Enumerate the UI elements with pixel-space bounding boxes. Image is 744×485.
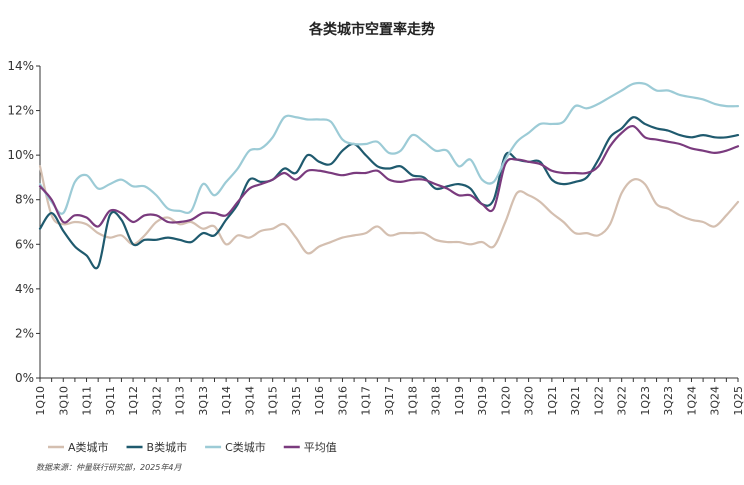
x-tick-label: 3Q11 bbox=[104, 386, 117, 416]
x-tick-label: 3Q13 bbox=[197, 386, 210, 416]
x-tick-label: 3Q19 bbox=[476, 386, 489, 416]
y-tick-label: 10% bbox=[7, 148, 34, 162]
x-tick-label: 3Q23 bbox=[662, 386, 675, 416]
axes: 0% 2% 4% 6% 8% 10% 12% 14% 1Q10 3Q10 1Q11 3Q11 1Q12 3… bbox=[7, 59, 744, 416]
x-tick-label: 1Q24 bbox=[685, 386, 698, 416]
x-tick-label: 1Q10 bbox=[34, 386, 47, 416]
legend-label-1: A类城市 bbox=[68, 440, 109, 454]
series-line-2 bbox=[38, 116, 740, 270]
x-tick-label: 1Q21 bbox=[546, 386, 559, 416]
x-tick-label: 3Q18 bbox=[430, 386, 443, 416]
x-tick-label: 1Q16 bbox=[313, 386, 326, 416]
series-line-4 bbox=[38, 125, 740, 228]
x-tick-label: 3Q12 bbox=[150, 386, 163, 416]
legend-label-2: B类城市 bbox=[147, 440, 188, 454]
x-tick-label: 1Q19 bbox=[453, 386, 466, 416]
legend-label-3: C类城市 bbox=[225, 440, 266, 454]
y-tick-label: 0% bbox=[15, 371, 34, 385]
legend-label-4: 平均值 bbox=[304, 441, 337, 454]
x-tick-label: 1Q18 bbox=[406, 386, 419, 416]
series-layer bbox=[38, 81, 740, 270]
y-tick-label: 12% bbox=[7, 104, 34, 118]
chart-title: 各类城市空置率走势 bbox=[308, 21, 435, 38]
y-tick-label: 14% bbox=[7, 59, 34, 73]
x-tick-label: 3Q14 bbox=[243, 386, 256, 416]
y-tick-label: 4% bbox=[15, 282, 34, 296]
x-tick-label: 3Q20 bbox=[523, 386, 536, 416]
x-tick-label: 1Q20 bbox=[499, 386, 512, 416]
x-tick-label: 1Q11 bbox=[81, 386, 94, 416]
x-tick-label: 1Q12 bbox=[127, 386, 140, 416]
x-tick-label: 1Q23 bbox=[639, 386, 652, 416]
x-tick-label: 3Q10 bbox=[57, 386, 70, 416]
x-tick-label: 1Q14 bbox=[220, 386, 233, 416]
x-tick-label: 1Q13 bbox=[174, 386, 187, 416]
legend: A类城市 B类城市 C类城市 平均值 bbox=[48, 440, 337, 454]
y-tick-label: 2% bbox=[15, 326, 34, 340]
x-tick-label: 3Q24 bbox=[709, 386, 722, 416]
series-line-3 bbox=[38, 81, 740, 215]
x-tick-label: 3Q16 bbox=[336, 386, 349, 416]
series-line-1 bbox=[38, 165, 740, 255]
x-tick-label: 3Q15 bbox=[290, 386, 303, 416]
source-note: 数据来源：仲量联行研究部，2025年4月 bbox=[36, 463, 182, 472]
x-tick-label: 3Q21 bbox=[569, 386, 582, 416]
x-tick-label: 3Q17 bbox=[383, 386, 396, 416]
y-tick-label: 6% bbox=[15, 237, 34, 251]
x-tick-label: 3Q22 bbox=[616, 386, 629, 416]
x-tick-label: 1Q17 bbox=[360, 386, 373, 416]
x-tick-label: 1Q22 bbox=[592, 386, 605, 416]
x-tick-label: 1Q15 bbox=[267, 386, 280, 416]
x-tick-label: 1Q25 bbox=[732, 386, 744, 416]
y-tick-label: 8% bbox=[15, 193, 34, 207]
